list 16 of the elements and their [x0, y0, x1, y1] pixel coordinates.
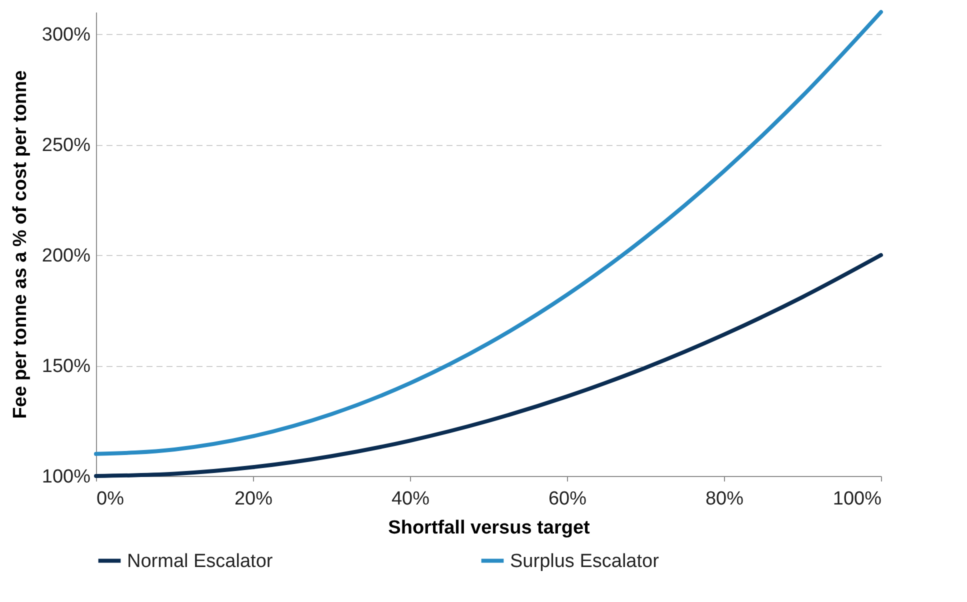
legend-label: Surplus Escalator: [510, 550, 660, 572]
y-axis-title: Fee per tonne as a % of cost per tonne: [10, 70, 31, 419]
y-tick-label: 200%: [42, 246, 91, 267]
x-tick-label: 20%: [234, 488, 273, 510]
x-tick-label: 60%: [548, 488, 587, 510]
x-tick-label: 80%: [705, 488, 744, 510]
x-tick-label: 100%: [832, 488, 882, 510]
legend-label: Normal Escalator: [127, 550, 274, 572]
x-axis-title: Shortfall versus target: [388, 518, 591, 538]
y-tick-label: 250%: [42, 135, 91, 156]
x-tick-label: 0%: [96, 488, 124, 510]
y-tick-label: 100%: [42, 466, 91, 488]
y-tick-label: 300%: [42, 24, 91, 46]
y-tick-label: 150%: [42, 356, 91, 378]
line-series: [94, 10, 883, 456]
x-tick-label: 40%: [391, 488, 430, 510]
